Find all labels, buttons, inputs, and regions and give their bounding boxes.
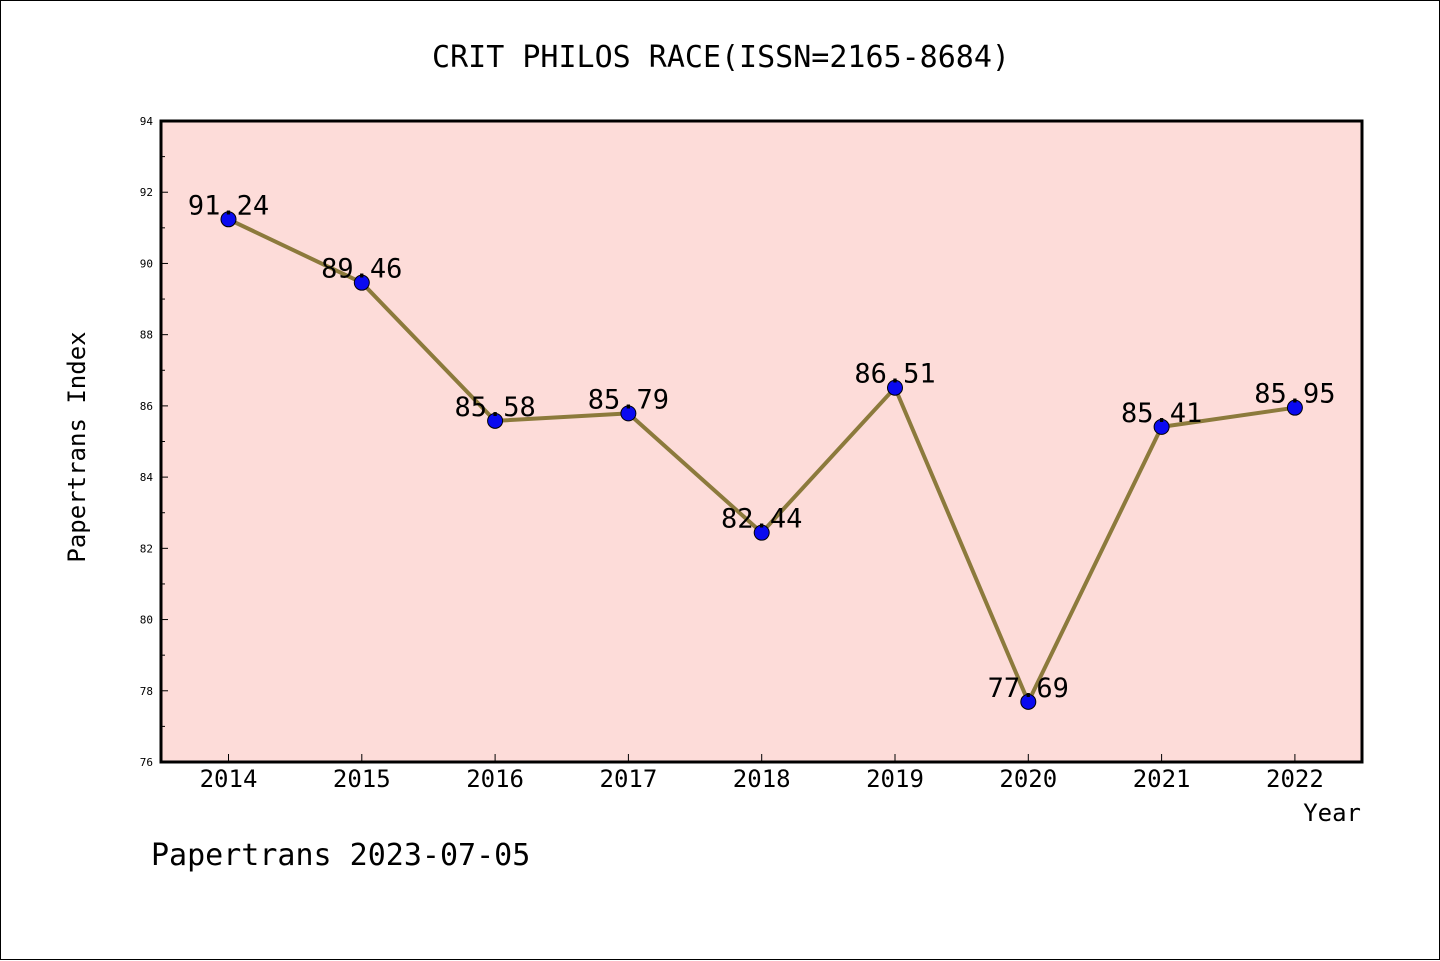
data-label: 86.51 [854, 359, 935, 390]
data-point [1020, 693, 1037, 710]
x-axis-ticks: 2014 2015 2016 2017 2018 2019 2020 2021 2022 [200, 754, 1324, 793]
y-tick-label: 90 [140, 257, 153, 270]
x-tick-label: 2014 [200, 765, 258, 793]
y-tick-label: 84 [140, 471, 154, 484]
x-tick-label: 2018 [733, 765, 791, 793]
y-tick-label: 80 [140, 614, 153, 627]
data-point [753, 524, 770, 541]
data-label: 85.95 [1254, 379, 1335, 410]
x-tick-label: 2019 [866, 765, 924, 793]
data-label: 85.41 [1121, 398, 1202, 429]
data-label: 85.58 [454, 392, 535, 423]
y-axis-label: Papertrans Index [63, 331, 91, 562]
data-label: 77.69 [988, 673, 1069, 704]
data-labels: 91.24 89.46 85.58 85.79 82.44 86.51 77.69 85.41… [188, 190, 1336, 704]
x-tick-label: 2021 [1133, 765, 1191, 793]
x-tick-label: 2020 [999, 765, 1057, 793]
data-point [887, 379, 903, 396]
data-point [1153, 418, 1170, 435]
x-tick-label: 2017 [600, 765, 658, 793]
y-tick-label: 86 [140, 400, 153, 413]
y-tick-label: 88 [140, 329, 153, 342]
x-tick-label: 2015 [333, 765, 391, 793]
data-label: 91.24 [188, 190, 269, 221]
data-point [220, 211, 237, 228]
data-label: 82.44 [721, 504, 802, 535]
footer-text: Papertrans 2023-07-05 [151, 838, 530, 873]
data-point [487, 412, 504, 429]
chart-title: CRIT PHILOS RACE(ISSN=2165-8684) [432, 40, 1010, 75]
y-axis-ticks: 76 78 80 82 84 86 88 90 92 94 [140, 115, 168, 769]
data-point [353, 274, 370, 291]
data-point [1286, 399, 1303, 416]
plot-area [159, 119, 1364, 764]
y-tick-label: 78 [140, 685, 153, 698]
y-tick-label: 76 [140, 756, 153, 769]
x-tick-label: 2016 [466, 765, 524, 793]
data-point [620, 405, 637, 422]
data-markers [220, 211, 1303, 710]
y-tick-label: 82 [140, 542, 153, 555]
y-tick-label: 94 [140, 115, 154, 128]
data-label: 89.46 [321, 254, 402, 285]
data-label: 85.79 [588, 384, 669, 415]
y-tick-label: 92 [140, 186, 153, 199]
x-axis-label: Year [1303, 799, 1361, 827]
x-tick-label: 2022 [1266, 765, 1324, 793]
